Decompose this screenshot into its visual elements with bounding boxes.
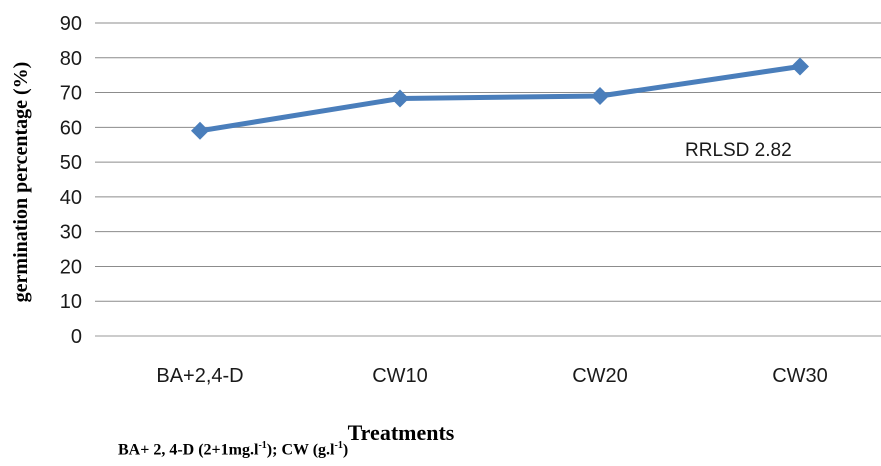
caption-part-1: BA+ 2, 4-D (2+1mg.l [118,441,259,459]
y-tick-20: 20 [60,256,82,278]
caption-sup-2: -1 [334,440,343,451]
x-tick-2: CW20 [572,365,628,387]
caption-part-2: ); CW (g.l [266,441,335,459]
x-tick-labels: BA+2,4-D CW10 CW20 CW30 [156,365,827,387]
figure-caption: BA+ 2, 4-D (2+1mg.l-1); CW (g.l-1) [118,440,348,459]
x-axis-label: Treatments [348,420,455,440]
x-tick-0: BA+2,4-D [156,365,243,387]
y-tick-40: 40 [60,187,82,209]
y-tick-60: 60 [60,117,82,139]
caption-part-3: ) [342,441,349,459]
series-layer [191,57,809,140]
series-line-0 [197,63,803,134]
data-point-2 [591,87,609,106]
y-tick-30: 30 [60,222,82,244]
y-axis-label: germination percentage (%) [10,62,32,303]
data-point-3 [791,57,809,76]
y-tick-10: 10 [60,291,82,313]
data-point-0 [191,121,209,140]
data-point-1 [391,89,409,108]
y-tick-0: 0 [71,326,82,348]
lsd-annotation: RRLSD 2.82 [685,140,792,161]
caption-sup-1: -1 [258,440,267,451]
y-tick-80: 80 [60,48,82,70]
y-tick-50: 50 [60,152,82,174]
y-tick-70: 70 [60,83,82,105]
x-tick-3: CW30 [772,365,828,387]
line-chart: 0 10 20 30 40 50 60 70 80 90 BA+2,4-D CW10 CW20 CW30… [10,13,881,440]
y-tick-labels: 0 10 20 30 40 50 60 70 80 90 [60,13,82,348]
x-tick-1: CW10 [372,365,428,387]
y-tick-90: 90 [60,13,82,35]
